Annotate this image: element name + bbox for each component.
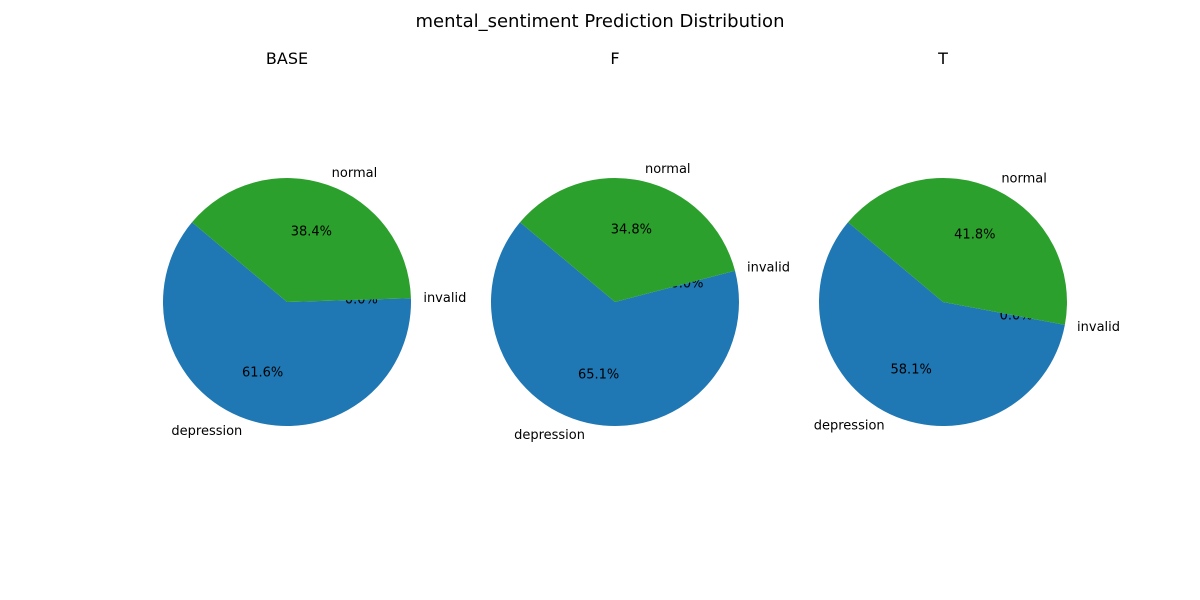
- slice-label-t-invalid: invalid: [1077, 320, 1120, 335]
- slice-label-f-normal: normal: [645, 162, 691, 177]
- pct-label-t-normal: 41.8%: [954, 228, 995, 243]
- slice-label-t-depression: depression: [814, 418, 885, 433]
- slice-label-f-invalid: invalid: [747, 261, 790, 276]
- pct-label-t-depression: 58.1%: [891, 362, 932, 377]
- slice-label-base-normal: normal: [332, 166, 378, 181]
- slice-label-base-invalid: invalid: [423, 291, 466, 306]
- slice-base-depression: [163, 222, 411, 426]
- pct-label-base-depression: 61.6%: [242, 365, 283, 380]
- figure-title: mental_sentiment Prediction Distribution: [416, 11, 785, 32]
- chart-title-f: F: [610, 49, 619, 68]
- slice-f-normal: [520, 178, 735, 302]
- chart-title-base: BASE: [266, 49, 308, 68]
- pie-chart-base: BASE depression61.6%invalid0.0%normal38.…: [163, 49, 466, 439]
- slice-label-t-normal: normal: [1001, 172, 1047, 187]
- slice-base-normal: [192, 177, 411, 302]
- slice-label-f-depression: depression: [514, 428, 585, 443]
- slice-label-base-depression: depression: [171, 424, 242, 439]
- pct-label-f-depression: 65.1%: [578, 368, 619, 383]
- slice-f-depression: [490, 222, 739, 427]
- pct-label-base-normal: 38.4%: [291, 225, 332, 240]
- slice-t-normal: [848, 177, 1067, 325]
- slice-t-depression: [819, 222, 1065, 426]
- chart-title-t: T: [937, 49, 948, 68]
- pct-label-f-normal: 34.8%: [611, 222, 652, 237]
